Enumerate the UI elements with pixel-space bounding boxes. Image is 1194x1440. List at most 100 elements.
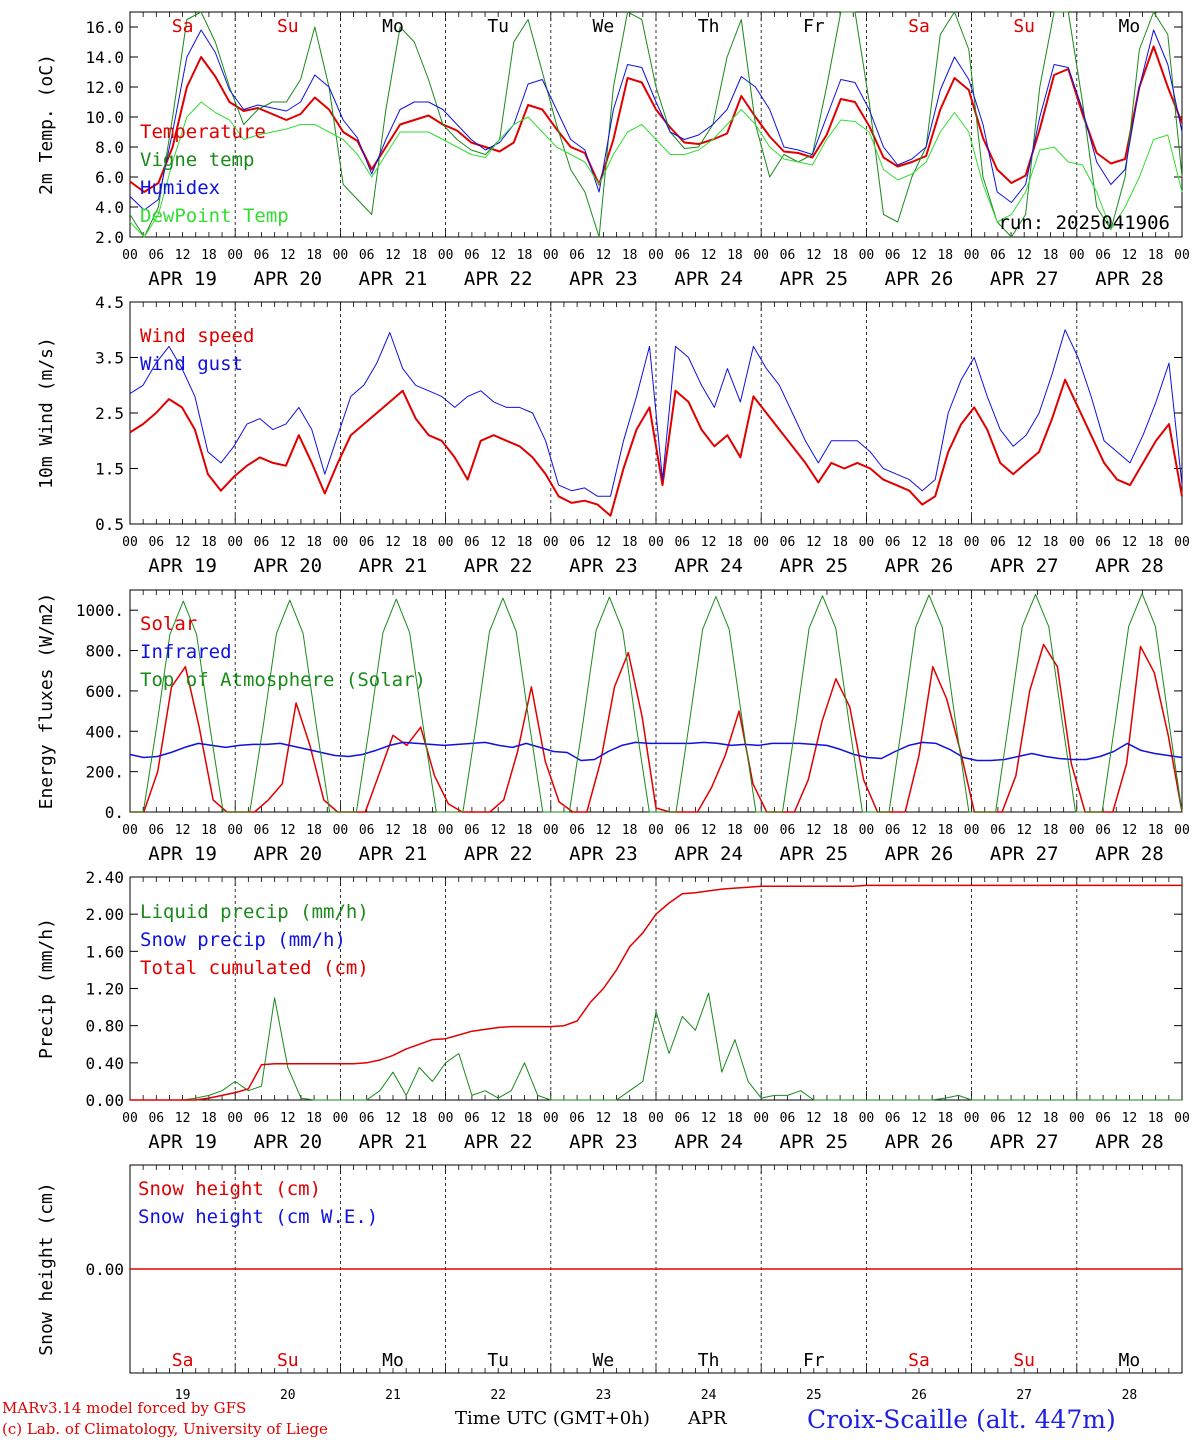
day-number-label: 23: [596, 1388, 612, 1403]
date-label: APR 22: [464, 268, 533, 290]
date-label: APR 23: [569, 843, 638, 865]
date-label: APR 28: [1095, 1131, 1164, 1153]
hour-tick-label: 06: [1095, 535, 1111, 550]
hour-tick-label: 12: [701, 248, 717, 263]
hour-tick-label: 06: [674, 1111, 690, 1126]
date-label: APR 20: [253, 1131, 322, 1153]
date-label: APR 28: [1095, 843, 1164, 865]
date-label: APR 25: [779, 555, 848, 577]
hour-tick-label: 12: [1016, 1111, 1032, 1126]
hour-tick-label: 00: [438, 535, 454, 550]
date-label: APR 28: [1095, 268, 1164, 290]
hour-tick-label: 00: [333, 248, 349, 263]
hour-tick-label: 18: [937, 248, 953, 263]
hour-tick-label: 00: [543, 248, 559, 263]
hour-tick-label: 12: [596, 248, 612, 263]
hour-tick-label: 06: [569, 823, 585, 838]
hour-tick-label: 12: [1016, 823, 1032, 838]
hour-tick-label: 12: [280, 1111, 296, 1126]
hour-tick-label: 00: [227, 823, 243, 838]
date-label: APR 19: [148, 1131, 217, 1153]
date-label: APR 25: [779, 843, 848, 865]
hour-tick-label: 12: [175, 1111, 191, 1126]
hour-tick-label: 18: [306, 823, 322, 838]
day-of-week-label: Mo: [382, 16, 404, 37]
hour-tick-label: 00: [753, 823, 769, 838]
hour-tick-label: 00: [1069, 823, 1085, 838]
series-line: [129, 45, 1183, 193]
hour-tick-label: 18: [1043, 823, 1059, 838]
panel-4: 0.00 0.40 0.80 1.20 1.60 2.00 2.40 Precip (mm/h…: [36, 868, 1190, 1153]
series-line: [129, 741, 1183, 762]
hour-tick-label: 06: [990, 248, 1006, 263]
lab-credit: (c) Lab. of Climatology, University of L…: [2, 1420, 328, 1438]
hour-tick-label: 12: [490, 535, 506, 550]
series-line: [129, 378, 1183, 517]
y-tick-label: 4.5: [95, 293, 124, 312]
hour-tick-label: 18: [1148, 248, 1164, 263]
y-tick-label: 0.00: [85, 1260, 124, 1279]
date-label: APR 19: [148, 843, 217, 865]
hour-tick-label: 18: [832, 823, 848, 838]
hour-tick-label: 18: [937, 1111, 953, 1126]
day-of-week-label: Th: [698, 16, 720, 37]
hour-tick-label: 06: [254, 823, 270, 838]
y-tick-label: 3.5: [95, 349, 124, 368]
hour-tick-label: 00: [1174, 823, 1190, 838]
hour-tick-label: 12: [701, 535, 717, 550]
hour-tick-label: 06: [464, 1111, 480, 1126]
day-number-label: 21: [385, 1388, 401, 1403]
y-tick-label: 0.: [105, 803, 124, 822]
hour-tick-label: 00: [543, 1111, 559, 1126]
model-credit: MARv3.14 model forced by GFS: [2, 1399, 246, 1417]
hour-tick-label: 00: [753, 1111, 769, 1126]
hour-tick-label: 00: [122, 823, 138, 838]
day-of-week-label: Sa: [908, 1350, 930, 1371]
hour-tick-label: 12: [806, 823, 822, 838]
hour-tick-label: 06: [569, 1111, 585, 1126]
date-label: APR 24: [674, 555, 743, 577]
hour-tick-label: 06: [885, 535, 901, 550]
hour-tick-label: 00: [438, 1111, 454, 1126]
hour-tick-label: 12: [1122, 248, 1138, 263]
hour-tick-label: 06: [464, 535, 480, 550]
hour-tick-label: 18: [201, 1111, 217, 1126]
y-tick-label: 0.80: [85, 1017, 124, 1036]
day-of-week-label: Mo: [382, 1350, 404, 1371]
series-line: [129, 29, 1183, 211]
date-label: APR 22: [464, 1131, 533, 1153]
hour-tick-label: 06: [1095, 823, 1111, 838]
y-tick-label: 0.5: [95, 515, 124, 534]
day-of-week-label: Fr: [803, 16, 825, 37]
day-of-week-label: Mo: [1119, 16, 1141, 37]
date-label: APR 22: [464, 555, 533, 577]
day-of-week-label: Mo: [1119, 1350, 1141, 1371]
date-label: APR 24: [674, 1131, 743, 1153]
hour-tick-label: 00: [122, 248, 138, 263]
hour-tick-label: 00: [964, 535, 980, 550]
hour-tick-label: 18: [411, 1111, 427, 1126]
hour-tick-label: 06: [464, 248, 480, 263]
hour-tick-label: 12: [701, 1111, 717, 1126]
hour-tick-label: 18: [1043, 1111, 1059, 1126]
date-label: APR 21: [359, 555, 428, 577]
hour-tick-label: 18: [306, 535, 322, 550]
hour-tick-label: 18: [832, 248, 848, 263]
series-line: [130, 884, 1182, 1101]
date-label: APR 24: [674, 268, 743, 290]
legend-entry: DewPoint Temp: [140, 205, 289, 227]
day-of-week-label: Sa: [172, 16, 194, 37]
hour-tick-label: 12: [596, 535, 612, 550]
date-label: APR 23: [569, 268, 638, 290]
hour-tick-label: 12: [280, 535, 296, 550]
hour-tick-label: 18: [1148, 823, 1164, 838]
y-tick-label: 200.: [85, 763, 124, 782]
hour-tick-label: 06: [990, 823, 1006, 838]
y-tick-label: 1000.: [76, 601, 124, 620]
legend-entry: Snow precip (mm/h): [140, 929, 346, 951]
hour-tick-label: 06: [148, 248, 164, 263]
y-tick-label: 12.0: [85, 78, 124, 97]
hour-tick-label: 06: [990, 535, 1006, 550]
hour-tick-label: 00: [859, 1111, 875, 1126]
day-number-label: 20: [280, 1388, 296, 1403]
